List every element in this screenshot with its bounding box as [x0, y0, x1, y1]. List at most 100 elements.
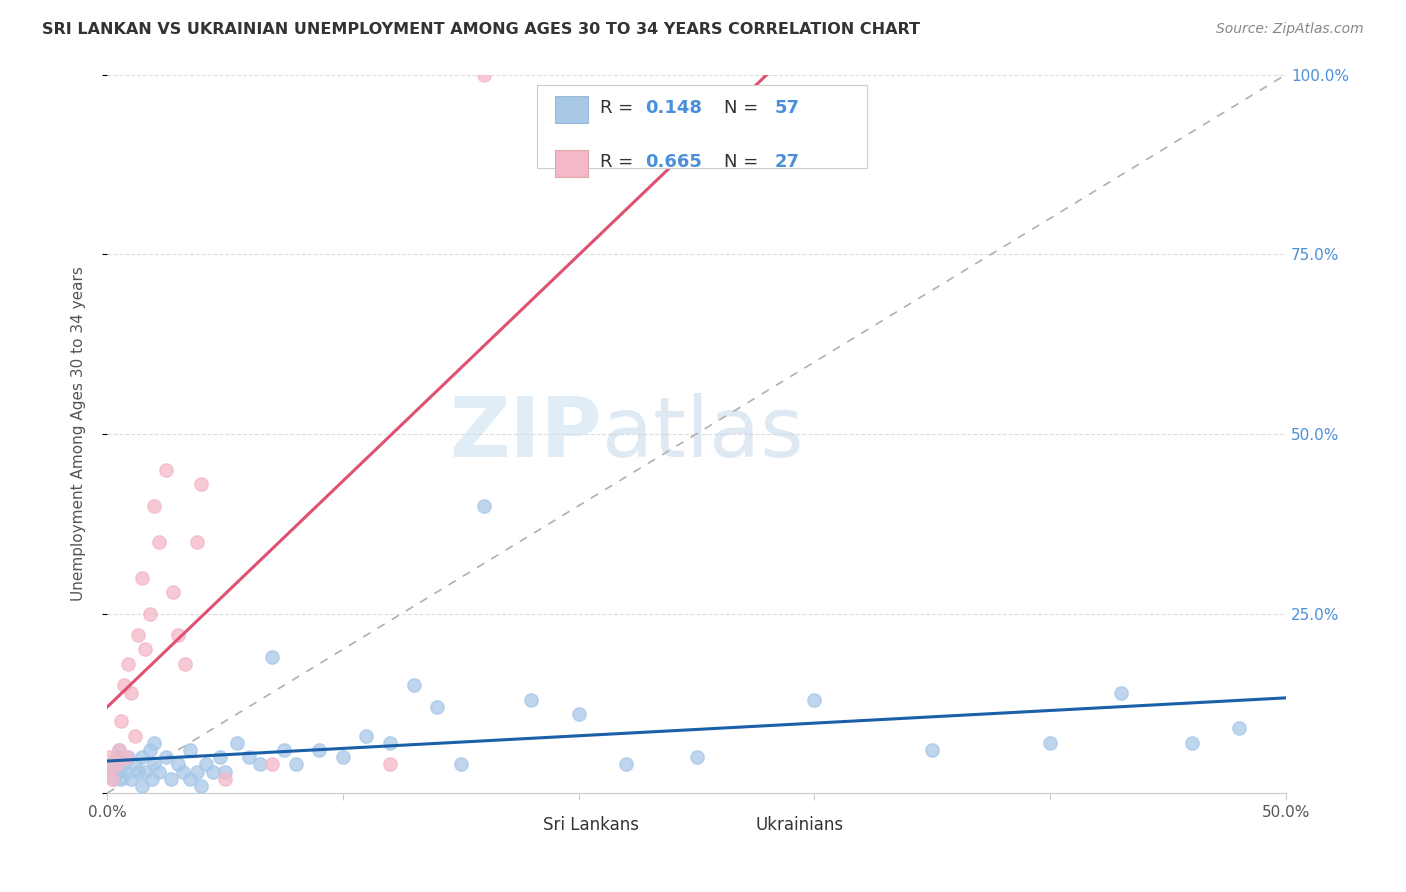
Point	[127, 764, 149, 779]
Point	[155, 463, 177, 477]
Point	[112, 678, 135, 692]
Point	[1181, 736, 1204, 750]
Text: 57: 57	[775, 99, 800, 117]
Point	[1109, 685, 1132, 699]
Point	[190, 779, 212, 793]
Text: Source: ZipAtlas.com: Source: ZipAtlas.com	[1216, 22, 1364, 37]
Point	[148, 534, 170, 549]
Point	[214, 764, 236, 779]
FancyBboxPatch shape	[555, 150, 588, 178]
Point	[162, 585, 184, 599]
Point	[426, 700, 449, 714]
Point	[190, 477, 212, 491]
Point	[803, 692, 825, 706]
Point	[105, 750, 128, 764]
Point	[238, 750, 260, 764]
Point	[186, 534, 208, 549]
Point	[117, 750, 139, 764]
Point	[108, 743, 131, 757]
Point	[225, 736, 247, 750]
Point	[138, 743, 160, 757]
Point	[273, 743, 295, 757]
Point	[614, 757, 637, 772]
Point	[166, 757, 188, 772]
Point	[124, 757, 146, 772]
Point	[108, 743, 131, 757]
Point	[472, 68, 495, 82]
Text: Sri Lankans: Sri Lankans	[543, 816, 640, 834]
Point	[127, 628, 149, 642]
Point	[141, 772, 163, 786]
Point	[143, 736, 166, 750]
Point	[103, 772, 125, 786]
Point	[120, 685, 142, 699]
Point	[96, 764, 118, 779]
Point	[568, 707, 591, 722]
Point	[308, 743, 330, 757]
FancyBboxPatch shape	[508, 814, 534, 837]
Point	[110, 714, 132, 729]
Point	[120, 772, 142, 786]
Point	[249, 757, 271, 772]
Text: N =: N =	[724, 153, 758, 171]
Point	[166, 628, 188, 642]
Text: 27: 27	[775, 153, 800, 171]
Point	[134, 642, 156, 657]
Text: 0.665: 0.665	[644, 153, 702, 171]
Text: 0.148: 0.148	[644, 99, 702, 117]
Point	[173, 657, 195, 671]
Point	[209, 750, 232, 764]
Point	[110, 772, 132, 786]
Point	[214, 772, 236, 786]
FancyBboxPatch shape	[537, 86, 868, 168]
Point	[378, 736, 401, 750]
Point	[472, 499, 495, 513]
Point	[134, 764, 156, 779]
Text: SRI LANKAN VS UKRAINIAN UNEMPLOYMENT AMONG AGES 30 TO 34 YEARS CORRELATION CHART: SRI LANKAN VS UKRAINIAN UNEMPLOYMENT AMO…	[42, 22, 920, 37]
Point	[186, 764, 208, 779]
Point	[284, 757, 307, 772]
Point	[148, 764, 170, 779]
Point	[108, 764, 131, 779]
Point	[143, 757, 166, 772]
Point	[105, 757, 128, 772]
Point	[115, 764, 138, 779]
Text: ZIP: ZIP	[450, 393, 602, 475]
Point	[356, 729, 378, 743]
Point	[155, 750, 177, 764]
Point	[1039, 736, 1062, 750]
Point	[262, 757, 284, 772]
Point	[96, 764, 118, 779]
FancyBboxPatch shape	[720, 814, 747, 837]
Point	[378, 757, 401, 772]
Point	[179, 772, 201, 786]
Point	[520, 692, 543, 706]
Point	[131, 750, 153, 764]
Text: R =: R =	[600, 99, 638, 117]
Y-axis label: Unemployment Among Ages 30 to 34 years: Unemployment Among Ages 30 to 34 years	[72, 267, 86, 601]
Point	[112, 757, 135, 772]
Point	[98, 750, 121, 764]
Point	[1227, 722, 1250, 736]
Point	[131, 779, 153, 793]
Point	[921, 743, 943, 757]
Point	[450, 757, 472, 772]
Point	[195, 757, 218, 772]
Point	[179, 743, 201, 757]
Text: Ukrainians: Ukrainians	[755, 816, 844, 834]
Point	[101, 757, 124, 772]
Point	[172, 764, 194, 779]
Point	[202, 764, 225, 779]
Text: N =: N =	[724, 99, 758, 117]
Point	[402, 678, 425, 692]
Point	[101, 772, 124, 786]
Point	[262, 649, 284, 664]
Text: R =: R =	[600, 153, 638, 171]
Point	[332, 750, 354, 764]
Point	[685, 750, 707, 764]
Text: atlas: atlas	[602, 393, 804, 475]
Point	[159, 772, 181, 786]
Point	[117, 657, 139, 671]
FancyBboxPatch shape	[555, 96, 588, 123]
Point	[124, 729, 146, 743]
